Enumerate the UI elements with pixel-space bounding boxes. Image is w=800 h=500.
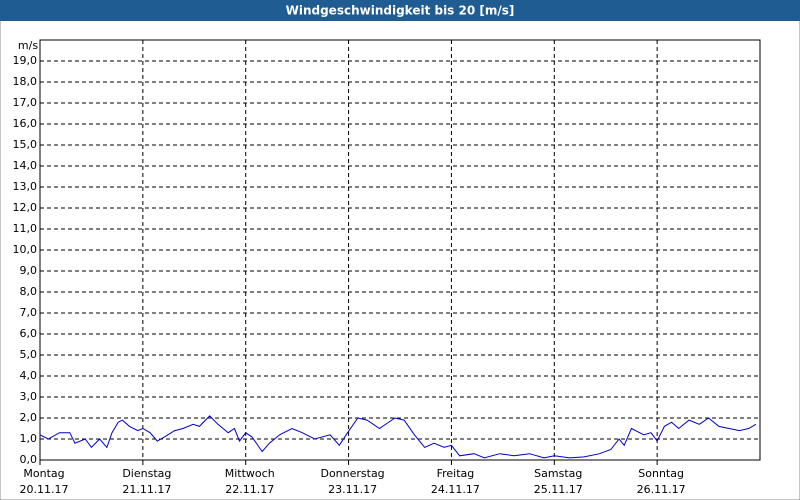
x-tick-date: 21.11.17 — [122, 483, 171, 496]
x-tick-date: 22.11.17 — [225, 483, 274, 496]
y-tick-label: 10,0 — [13, 243, 38, 256]
title-bar — [0, 0, 800, 21]
x-tick-label: Mittwoch — [225, 467, 275, 480]
y-tick-label: 6,0 — [20, 327, 38, 340]
wind-line — [39, 415, 757, 459]
chart-title: Windgeschwindigkeit bis 20 [m/s] — [286, 4, 515, 18]
y-axis-label: m/s — [18, 39, 38, 52]
y-tick-label: 19,0 — [13, 54, 38, 67]
y-tick-label: 13,0 — [13, 180, 38, 193]
y-tick-label: 18,0 — [13, 75, 38, 88]
y-tick-label: 5,0 — [20, 348, 38, 361]
y-tick-label: 8,0 — [20, 285, 38, 298]
x-tick-date: 25.11.17 — [534, 483, 583, 496]
x-tick-label: Samstag — [534, 467, 582, 480]
y-tick-label: 16,0 — [13, 117, 38, 130]
y-tick-label: 14,0 — [13, 159, 38, 172]
y-tick-label: 7,0 — [20, 306, 38, 319]
x-tick-date: 20.11.17 — [20, 483, 69, 496]
x-tick-date: 26.11.17 — [637, 483, 686, 496]
x-tick-label: Donnerstag — [320, 467, 384, 480]
x-tick-label: Sonntag — [638, 467, 684, 480]
x-tick-label: Dienstag — [122, 467, 171, 480]
x-tick-date: 23.11.17 — [328, 483, 377, 496]
y-tick-label: 0,0 — [20, 453, 38, 466]
x-tick-date: 24.11.17 — [431, 483, 480, 496]
y-tick-label: 2,0 — [20, 411, 38, 424]
x-tick-label: Freitag — [437, 467, 475, 480]
y-tick-label: 4,0 — [20, 369, 38, 382]
y-tick-label: 9,0 — [20, 264, 38, 277]
x-tick-label: Montag — [23, 467, 64, 480]
y-tick-label: 11,0 — [13, 222, 38, 235]
y-tick-label: 1,0 — [20, 432, 38, 445]
y-tick-label: 17,0 — [13, 96, 38, 109]
y-tick-label: 12,0 — [13, 201, 38, 214]
y-tick-label: 15,0 — [13, 138, 38, 151]
y-tick-label: 3,0 — [20, 390, 38, 403]
